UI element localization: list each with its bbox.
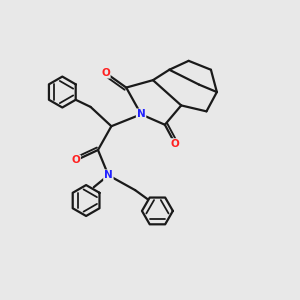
Text: O: O (171, 139, 180, 149)
Text: O: O (71, 155, 80, 165)
Text: O: O (101, 68, 110, 78)
Text: N: N (104, 170, 113, 180)
Text: N: N (137, 109, 146, 119)
